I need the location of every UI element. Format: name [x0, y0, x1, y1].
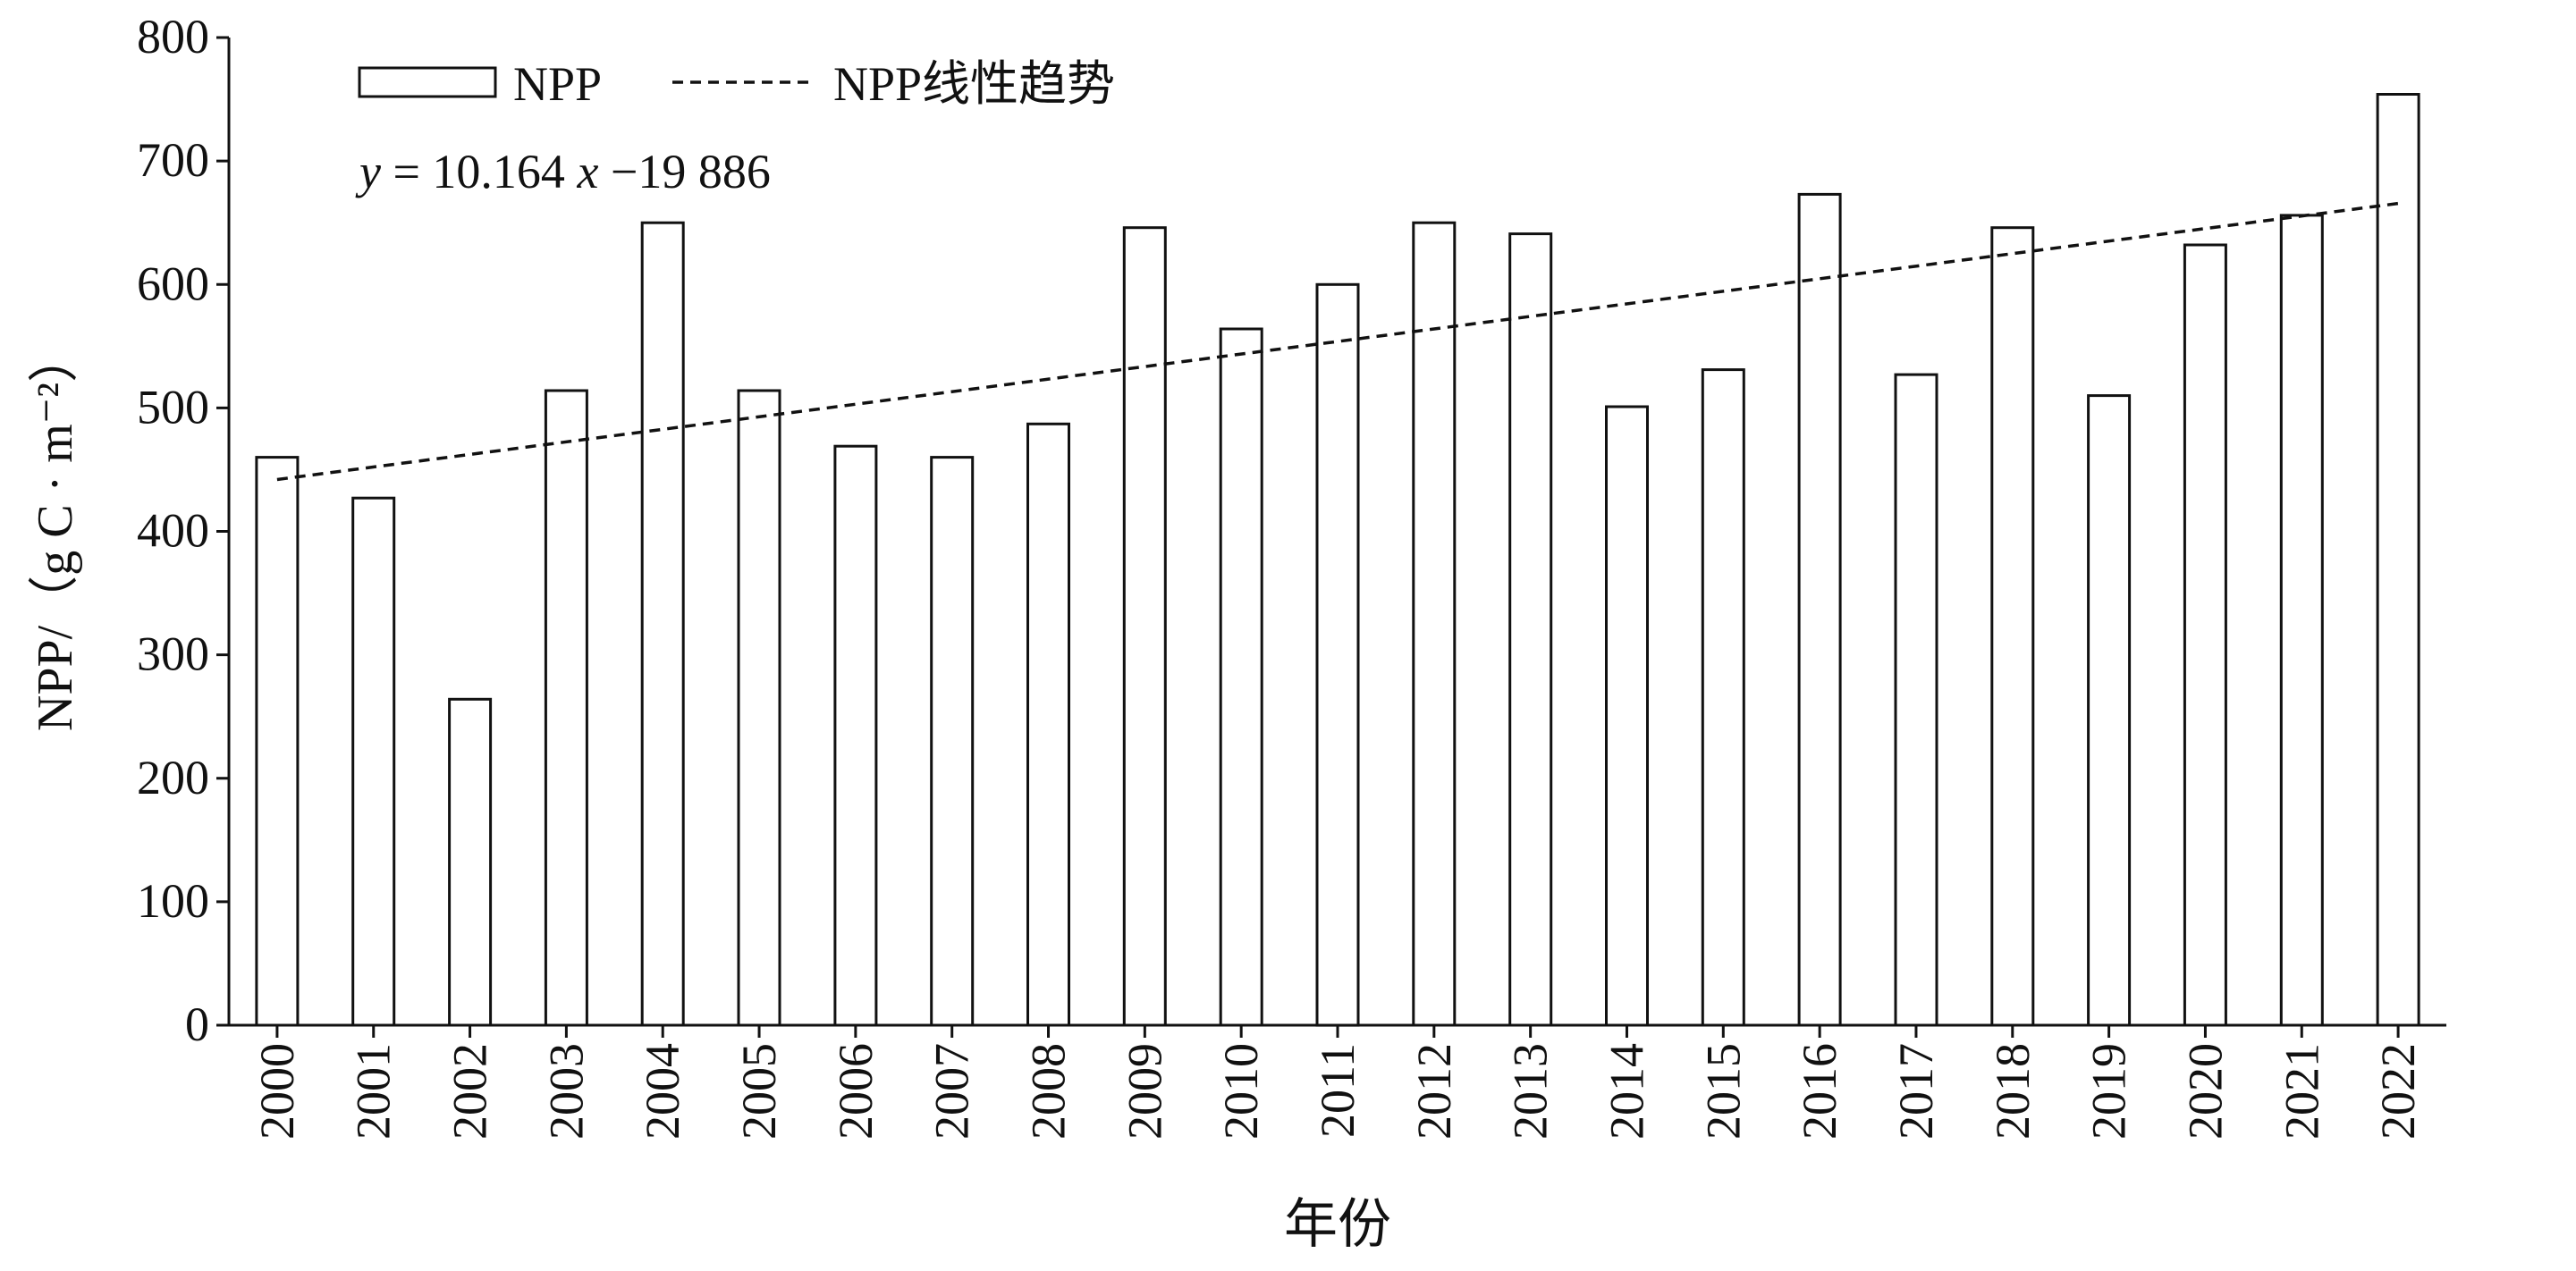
bar-2018 — [1990, 226, 2035, 1027]
bar-2015 — [1701, 368, 1745, 1027]
y-tick-label-400: 400 — [137, 504, 209, 558]
bar-2011 — [1315, 282, 1360, 1027]
y-tick-label-0: 0 — [185, 997, 209, 1051]
y-tick-label-800: 800 — [137, 10, 209, 63]
y-tick-label-200: 200 — [137, 751, 209, 804]
x-tick-label-2022: 2022 — [2371, 1043, 2425, 1140]
bar-2014 — [1605, 405, 1649, 1027]
x-axis-title: 年份 — [1284, 1195, 1391, 1254]
bar-2009 — [1122, 226, 1167, 1027]
x-tick-label-2007: 2007 — [925, 1043, 979, 1140]
x-tick-label-2008: 2008 — [1022, 1043, 1076, 1140]
y-tick-label-600: 600 — [137, 257, 209, 310]
bar-2013 — [1508, 232, 1553, 1027]
x-tick-label-2001: 2001 — [347, 1043, 401, 1140]
x-tick-label-2018: 2018 — [1986, 1043, 2040, 1140]
x-tick-label-2005: 2005 — [732, 1043, 786, 1140]
bar-2010 — [1219, 327, 1263, 1027]
x-tick-label-2003: 2003 — [539, 1043, 593, 1140]
bar-2022 — [2376, 93, 2420, 1027]
x-tick-label-2011: 2011 — [1311, 1043, 1364, 1138]
bar-2006 — [833, 444, 878, 1027]
x-tick-label-2009: 2009 — [1118, 1043, 1171, 1140]
x-tick-label-2020: 2020 — [2178, 1043, 2232, 1140]
x-tick-label-2014: 2014 — [1600, 1043, 1654, 1140]
bar-2000 — [255, 456, 300, 1027]
bar-2020 — [2183, 243, 2227, 1027]
bar-2005 — [737, 389, 781, 1027]
x-tick-label-2006: 2006 — [829, 1043, 883, 1140]
legend: NPP NPP线性趋势 y = 10.164 x −19 886 — [355, 57, 1115, 198]
bar-2019 — [2087, 394, 2132, 1027]
bar-2016 — [1797, 192, 1842, 1027]
y-tick-label-700: 700 — [137, 133, 209, 187]
x-tick-label-2000: 2000 — [250, 1043, 304, 1140]
x-tick-label-2016: 2016 — [1793, 1043, 1846, 1140]
x-tick-label-2015: 2015 — [1696, 1043, 1750, 1140]
trend-equation: y = 10.164 x −19 886 — [355, 145, 771, 198]
x-tick-label-2002: 2002 — [443, 1043, 497, 1140]
bar-2017 — [1894, 373, 1938, 1027]
legend-trend-label: NPP线性趋势 — [833, 57, 1115, 111]
y-tick-label-300: 300 — [137, 627, 209, 681]
bar-2001 — [351, 496, 396, 1027]
x-tick-label-2013: 2013 — [1504, 1043, 1558, 1140]
bar-2008 — [1026, 422, 1070, 1027]
legend-bar-label: NPP — [513, 57, 602, 111]
y-tick-label-500: 500 — [137, 380, 209, 433]
x-tick-label-2004: 2004 — [636, 1043, 689, 1140]
legend-bar-swatch — [358, 66, 497, 98]
bar-2003 — [544, 389, 588, 1027]
bar-2002 — [448, 697, 493, 1027]
axis-labels: 年份 NPP/（g C · m⁻²） — [28, 332, 1391, 1254]
bar-2004 — [640, 221, 685, 1027]
y-tick-label-100: 100 — [137, 874, 209, 928]
x-tick-label-2017: 2017 — [1889, 1043, 1943, 1140]
bar-2012 — [1412, 221, 1457, 1027]
ticks-layer: 0 100 200 300 400 500 600 700 800 2000 2001 2002 200… — [137, 10, 2425, 1140]
x-tick-label-2012: 2012 — [1407, 1043, 1461, 1140]
y-axis-title: NPP/（g C · m⁻²） — [28, 332, 83, 731]
x-tick-label-2019: 2019 — [2082, 1043, 2136, 1140]
bar-2021 — [2279, 214, 2324, 1027]
bar-2007 — [930, 456, 975, 1027]
x-tick-label-2021: 2021 — [2275, 1043, 2328, 1140]
bars-layer — [255, 93, 2420, 1027]
x-tick-label-2010: 2010 — [1214, 1043, 1268, 1140]
